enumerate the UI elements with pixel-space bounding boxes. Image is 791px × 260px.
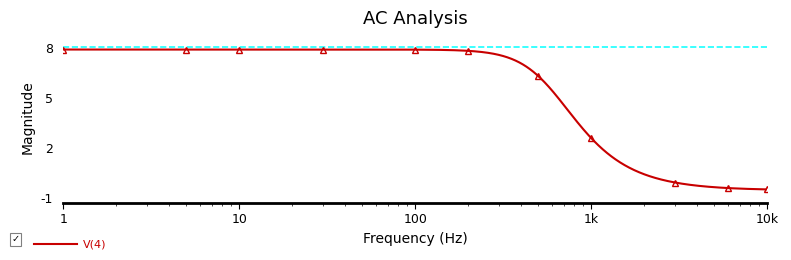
Y-axis label: Magnitude: Magnitude [21,80,35,154]
Title: AC Analysis: AC Analysis [363,10,467,28]
Text: V(4): V(4) [83,239,107,249]
X-axis label: Frequency (Hz): Frequency (Hz) [363,232,467,246]
Text: ✓: ✓ [12,234,20,244]
